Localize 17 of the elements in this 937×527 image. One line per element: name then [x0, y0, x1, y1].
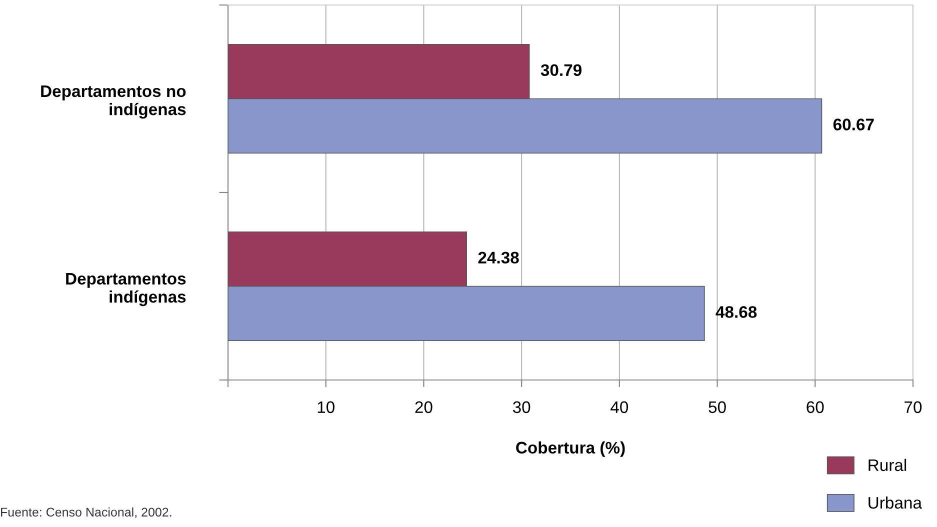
- data-label: 30.79: [540, 64, 582, 76]
- data-label: 24.38: [478, 252, 519, 264]
- data-label: 48.68: [716, 306, 757, 318]
- y-tick-label: Departamentos indígenas: [66, 272, 186, 306]
- x-tick-label: 70: [904, 401, 922, 414]
- data-label: 60.67: [833, 118, 874, 130]
- x-tick-label: 30: [512, 401, 530, 414]
- x-tick-label: 50: [708, 401, 726, 414]
- legend-label: Rural: [868, 458, 906, 472]
- y-tick-label: Departamentos no indígenas: [41, 85, 186, 119]
- x-tick-label: 60: [806, 401, 824, 414]
- source-note: Fuente: Censo Nacional, 2002.: [1, 507, 172, 518]
- x-tick-label: 40: [610, 401, 628, 414]
- x-tick-label: 10: [318, 401, 334, 414]
- legend-label: Urbana: [868, 496, 922, 509]
- x-tick-label: 20: [415, 401, 432, 414]
- x-axis-title: Cobertura (%): [516, 441, 625, 457]
